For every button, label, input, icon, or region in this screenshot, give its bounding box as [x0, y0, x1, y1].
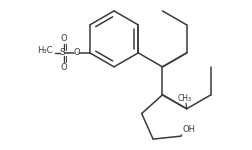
Text: O: O	[61, 63, 67, 72]
Text: O: O	[73, 48, 80, 57]
Text: O: O	[61, 34, 67, 43]
Text: OH: OH	[182, 125, 195, 134]
Text: CH₃: CH₃	[177, 94, 191, 103]
Text: S: S	[59, 48, 65, 57]
Text: H₃C: H₃C	[37, 46, 52, 55]
